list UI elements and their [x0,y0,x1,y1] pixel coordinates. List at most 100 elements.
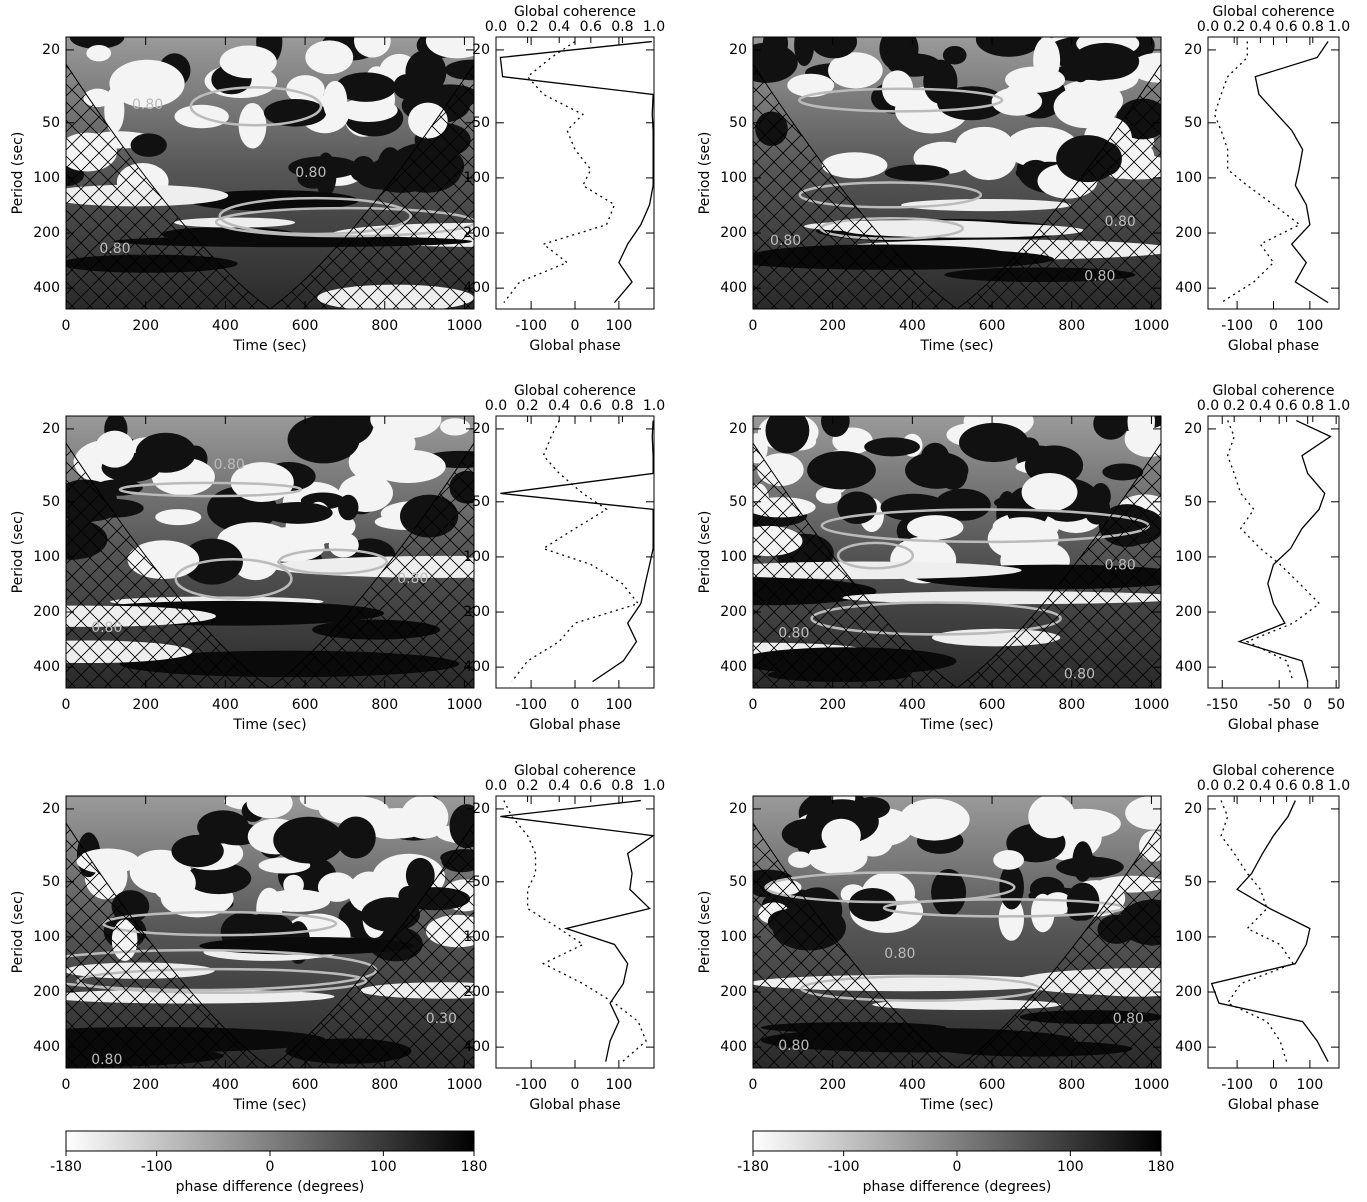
cone-of-influence [956,442,1161,688]
x-tick-label: 600 [979,697,1006,713]
x-axis-label: Time (sec) [232,717,306,733]
phase-blob [765,416,810,454]
x-tick-label: 1000 [1134,697,1170,713]
x2-tick-label: 0.4 [1249,778,1271,794]
y-tick-label: 400 [1175,280,1202,296]
x2-tick-label: 0.2 [516,19,538,35]
colorbar-tick-label: -100 [828,1159,860,1175]
y-tick-label: 20 [1184,801,1202,817]
phase-blob [837,491,877,525]
y-tick-label: 400 [33,659,60,675]
phase-blob [186,862,252,895]
phase-blob [975,37,1042,57]
phase-line [1210,800,1329,1062]
x-tick-label: 100 [606,697,633,713]
y-tick-label: 200 [463,225,490,241]
coherence-line [503,800,647,1063]
coherence-line [503,41,616,304]
coherence-line [1213,41,1301,304]
phase-map [66,796,474,1068]
contour [174,557,293,600]
x2-tick-label: 0.0 [1197,778,1219,794]
phase-blob [987,517,1059,561]
x-tick-label: 0 [571,1077,580,1093]
x-tick-label: 800 [1058,1077,1085,1093]
x-tick-label: 0 [1269,318,1278,334]
x-tick-label: 800 [1058,318,1085,334]
cone-of-influence [956,822,1161,1068]
phase-blob [263,99,327,127]
y-tick-label: 400 [1175,1039,1202,1055]
colorbar [752,1130,1162,1152]
y-tick-label: 50 [1184,874,1202,890]
plot-frame [1207,415,1340,689]
y-tick-label: 200 [463,984,490,1000]
contour [836,541,915,570]
y-tick-label: 20 [42,42,60,58]
x-tick-label: 200 [819,1077,846,1093]
phase-blob [405,857,435,893]
contour [214,206,474,238]
y-tick-label: 200 [33,225,60,241]
phase-blob [1071,42,1140,80]
x-tick-label: 400 [212,318,239,334]
phase-blob [338,494,359,521]
phase-blob [1021,472,1078,512]
x2-tick-label: 0.6 [580,398,602,414]
phase-blob [931,868,967,917]
x2-tick-label: 0.0 [1197,19,1219,35]
phase-blob [283,874,304,896]
y-tick-label: 50 [42,494,60,510]
x2-axis-label: Global coherence [514,383,636,399]
phase-line [499,40,654,304]
y-tick-label: 100 [463,929,490,945]
y-tick-label: 400 [720,659,747,675]
phase-blob [1053,85,1119,129]
contour-label: 0.80 [1064,666,1095,682]
contour-label: 0.80 [91,1052,122,1068]
phase-blob [353,37,391,58]
contour-label: 0.80 [1105,214,1136,230]
phase-blob [899,798,970,841]
x-tick-label: 1000 [1134,318,1170,334]
phase-blob [273,816,344,864]
y-tick-label: 100 [720,929,747,945]
x-tick-label: 400 [212,697,239,713]
phase-blob [425,37,474,59]
x2-tick-label: 0.8 [1302,19,1324,35]
contour-label: 0.80 [1105,558,1136,574]
x-tick-label: 0 [62,318,71,334]
phase-map [753,796,1161,1068]
x-tick-label: 200 [819,697,846,713]
contour-label: 0.80 [132,97,163,113]
y-tick-label: 20 [472,421,490,437]
x-tick-label: 200 [132,697,159,713]
y-axis-label: Period (sec) [697,891,713,974]
y-tick-label: 200 [33,604,60,620]
phase-blob [335,72,397,102]
phase-blob [907,515,964,540]
y-tick-label: 200 [720,984,747,1000]
y-tick-label: 400 [463,659,490,675]
x-tick-label: 0 [62,1077,71,1093]
x2-tick-label: 0.4 [1249,398,1271,414]
x-tick-label: 600 [979,318,1006,334]
x-tick-label: 800 [371,1077,398,1093]
phase-blob [400,796,449,839]
colorbar-tick-label: -100 [141,1159,173,1175]
contour-label: 0.80 [770,233,801,249]
x-tick-label: 400 [899,697,926,713]
phase-map [753,37,1161,309]
phase-blob [197,810,250,844]
x2-tick-label: 0.6 [580,19,602,35]
phase-blob [69,37,125,49]
phase-blob [864,437,920,457]
x-axis-label: Time (sec) [919,338,993,354]
x2-tick-label: 1.0 [1328,19,1350,35]
x2-tick-label: 0.4 [1249,19,1271,35]
phase-blob [286,75,325,104]
contour-label: 0.80 [91,620,122,636]
x2-tick-label: 0.8 [611,19,633,35]
x2-tick-label: 1.0 [643,398,665,414]
phase-band [872,999,1061,1010]
